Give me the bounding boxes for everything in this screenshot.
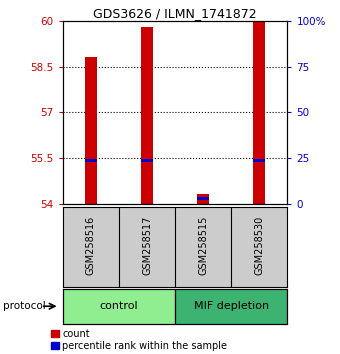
Bar	[141, 27, 153, 204]
Legend: count, percentile rank within the sample: count, percentile rank within the sample	[51, 329, 227, 351]
Bar	[85, 159, 97, 162]
Title: GDS3626 / ILMN_1741872: GDS3626 / ILMN_1741872	[93, 7, 257, 20]
Bar	[175, 289, 287, 324]
Bar	[253, 22, 266, 204]
Text: GSM258517: GSM258517	[142, 216, 152, 275]
Bar	[197, 194, 209, 204]
Text: MIF depletion: MIF depletion	[194, 301, 269, 311]
Bar	[253, 159, 266, 162]
Text: control: control	[100, 301, 138, 311]
Text: GSM258516: GSM258516	[86, 216, 96, 275]
Bar	[63, 289, 175, 324]
Bar	[197, 197, 209, 200]
Text: GSM258530: GSM258530	[254, 216, 264, 275]
Bar	[85, 57, 97, 204]
Text: protocol: protocol	[3, 301, 46, 311]
Text: GSM258515: GSM258515	[198, 216, 208, 275]
Bar	[141, 159, 153, 162]
